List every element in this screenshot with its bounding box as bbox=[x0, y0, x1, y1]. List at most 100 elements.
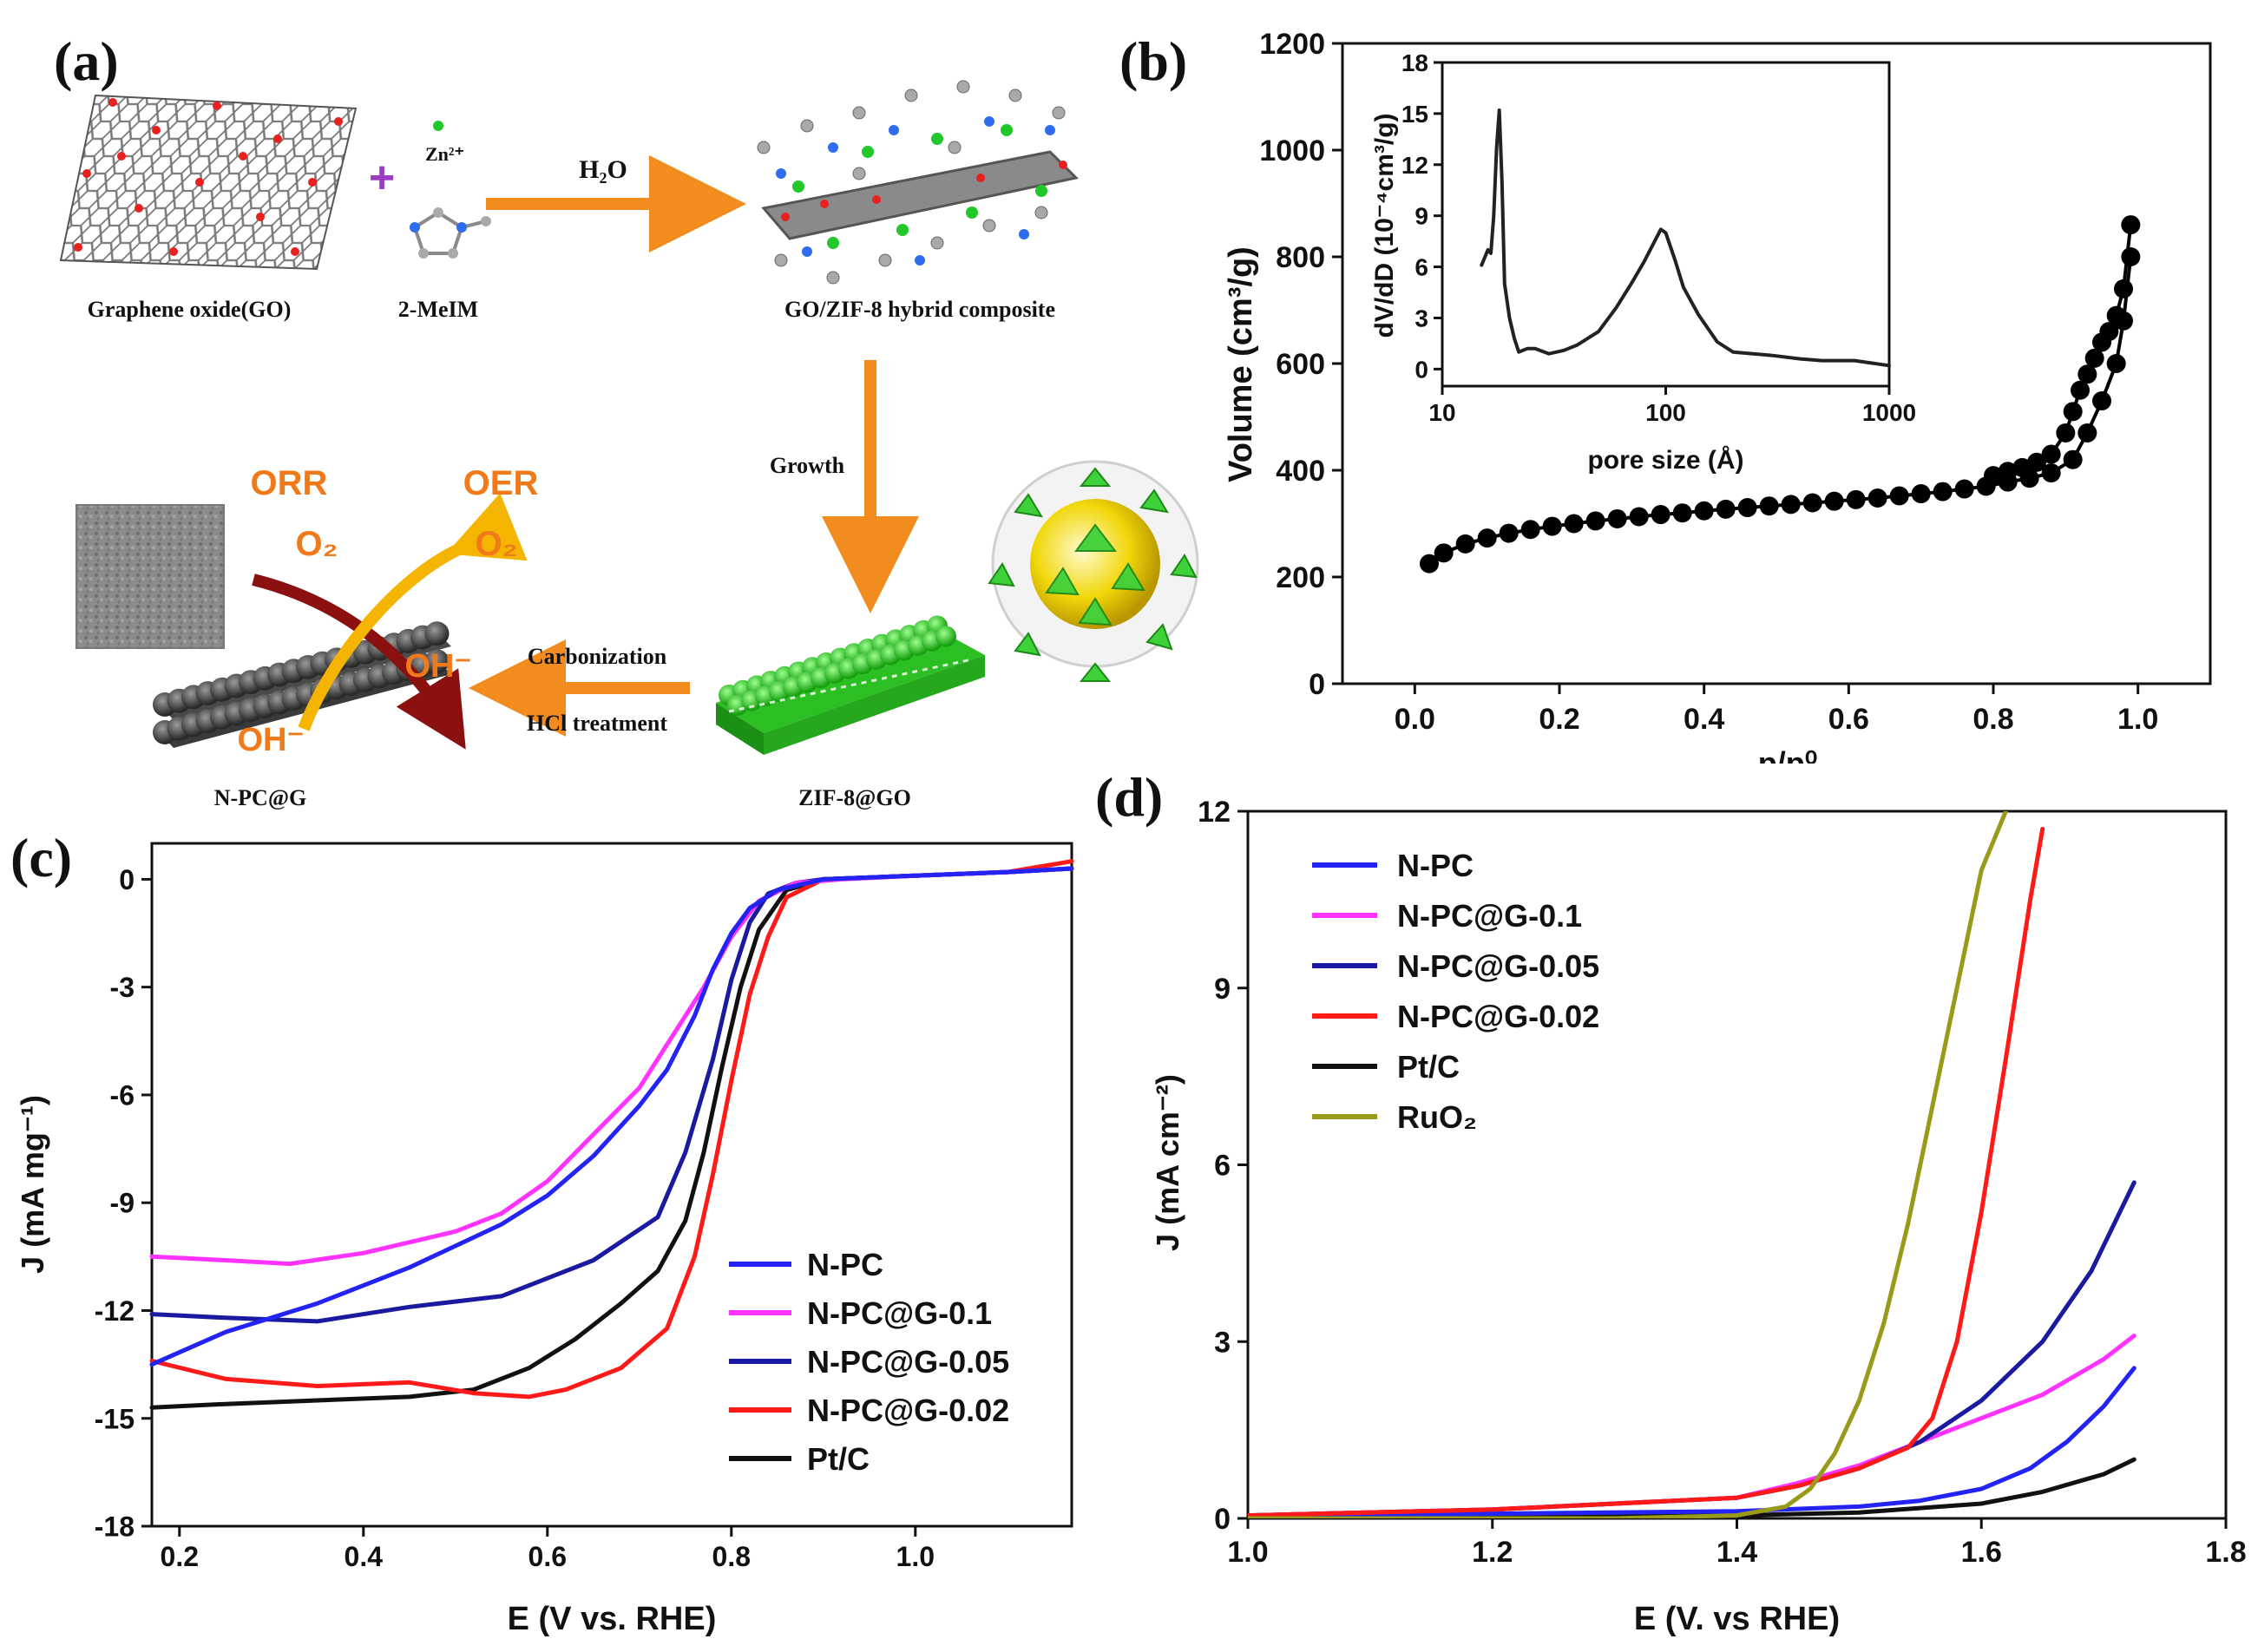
series-line-3 bbox=[1248, 826, 2045, 1518]
inset-y-tick-label: 6 bbox=[1415, 254, 1428, 281]
inset-y-tick-label: 9 bbox=[1415, 203, 1428, 230]
zif8-at-go-illustration bbox=[716, 615, 985, 755]
x-tick-label: 0.2 bbox=[161, 1541, 199, 1572]
zif8-cage-illustration bbox=[988, 460, 1199, 682]
y-axis-label: J (mA mg⁻¹) bbox=[15, 1095, 50, 1274]
panel-c-orr-chart: (c) 0.2 0.4 0.6 0.8 1.00-3-6-9-12-15-18N-PCN… bbox=[10, 827, 1074, 1637]
methylimidazole-molecule-icon bbox=[412, 210, 487, 255]
x-tick-label: 0.8 bbox=[712, 1541, 751, 1572]
npc-at-g-label: N-PC@G bbox=[214, 785, 307, 810]
series-line-2 bbox=[1248, 1180, 2137, 1518]
graphene-oxide-label: Graphene oxide(GO) bbox=[88, 297, 292, 322]
y-axis-label: J (mA cm⁻²) bbox=[1150, 1074, 1185, 1251]
series-line-0 bbox=[149, 866, 1074, 1367]
growth-label: Growth bbox=[770, 453, 845, 478]
series-line-0 bbox=[1248, 1366, 2137, 1518]
graphene-oxide-sheet-illustration bbox=[59, 94, 358, 271]
legend-label: N-PC@G-0.02 bbox=[1397, 999, 1599, 1034]
tem-micrograph-image bbox=[75, 504, 225, 649]
y-tick-label: 200 bbox=[1276, 561, 1325, 594]
inset-x-tick-label: 100 bbox=[1645, 399, 1686, 426]
x-axis-label-crop bbox=[1701, 764, 1874, 790]
x-tick-label: 0.2 bbox=[1539, 703, 1579, 736]
y-tick-label: 0 bbox=[1309, 668, 1325, 701]
y-tick-label: 12 bbox=[1198, 796, 1231, 829]
plot-frame bbox=[1246, 810, 2228, 1520]
zif8-at-go-label: ZIF-8@GO bbox=[798, 785, 911, 810]
hcl-treatment-label: HCl treatment bbox=[527, 711, 667, 736]
panel-b-isotherm-chart: (b) 0.0 0.2 0.4 0.6 0.8 1.0020040060080010001… bbox=[1119, 28, 2212, 790]
pore-size-inset-plot: 10 100 1000 0 3 6 9 12 15 18 pore size (Å) dV/dD (1… bbox=[1370, 49, 1916, 475]
y-tick-label: -12 bbox=[95, 1295, 135, 1327]
series-line-2 bbox=[149, 866, 1074, 1324]
y-axis-label: Volume (cm³/g) bbox=[1223, 246, 1259, 482]
inset-y-tick-label: 0 bbox=[1415, 356, 1428, 383]
carbon-sphere bbox=[424, 649, 450, 674]
legend-label: Pt/C bbox=[807, 1441, 870, 1477]
y-tick-label: -9 bbox=[110, 1188, 135, 1219]
x-tick-label: 1.8 bbox=[2205, 1536, 2246, 1569]
x-tick-label: 0.8 bbox=[1972, 703, 2013, 736]
y-tick-label: -6 bbox=[110, 1079, 135, 1111]
zinc-ion-icon bbox=[433, 121, 443, 131]
legend-label: N-PC@G-0.05 bbox=[807, 1344, 1009, 1380]
plot-frame bbox=[150, 842, 1073, 1528]
water-label: H₂O bbox=[579, 155, 627, 184]
oer-plot-area: 1.0 1.2 1.4 1.6 1.8 0 3 6 9 12 N-PC N-PC@G-0.1 N-PC@… bbox=[1150, 796, 2247, 1637]
x-tick-label: 1.2 bbox=[1472, 1536, 1513, 1569]
orr-label: ORR bbox=[251, 464, 328, 502]
oer-label: OER bbox=[463, 464, 539, 502]
panel-d-letter: (d) bbox=[1095, 766, 1163, 828]
panel-d-oer-chart: (d) 1.0 1.2 1.4 1.6 1.8036912N-PCN-PC@G-0.1N… bbox=[1095, 766, 2247, 1637]
o2-right-label: O₂ bbox=[476, 525, 518, 563]
inset-y-tick-label: 12 bbox=[1401, 152, 1428, 179]
x-axis-label-mask bbox=[1727, 753, 1848, 765]
adsorption-branch-line bbox=[1428, 255, 2133, 566]
x-tick-label: 1.6 bbox=[1961, 1536, 2002, 1569]
inset-y-axis-label: dV/dD (10⁻⁴cm³/g) bbox=[1370, 113, 1399, 338]
oer-pathway-arrow bbox=[298, 493, 528, 731]
x-tick-label: 0.4 bbox=[345, 1541, 384, 1572]
inset-x-tick-label: 1000 bbox=[1862, 399, 1916, 426]
inset-y-tick-label: 15 bbox=[1401, 101, 1428, 128]
y-tick-label: 0 bbox=[1214, 1503, 1231, 1536]
x-tick-label: 1.0 bbox=[896, 1541, 935, 1572]
panel-c-letter: (c) bbox=[10, 827, 72, 888]
inset-y-tick-label: 18 bbox=[1401, 49, 1428, 76]
x-tick-label: 0.0 bbox=[1395, 703, 1435, 736]
hybrid-composite-label: GO/ZIF-8 hybrid composite bbox=[784, 297, 1055, 322]
methylimidazole-label: 2-MeIM bbox=[398, 297, 478, 322]
x-tick-label: 0.4 bbox=[1684, 703, 1724, 736]
x-axis-label: E (V vs. RHE) bbox=[508, 1601, 717, 1637]
zif8-crystal-sphere bbox=[935, 626, 956, 647]
y-tick-label: 6 bbox=[1214, 1150, 1231, 1183]
o2-left-label: O₂ bbox=[296, 525, 338, 563]
panel-b-letter: (b) bbox=[1119, 30, 1187, 92]
x-tick-label: 0.6 bbox=[1828, 703, 1869, 736]
legend: N-PC N-PC@G-0.1 N-PC@G-0.05 N-PC@G-0.02 Pt/C bbox=[729, 1247, 1009, 1477]
x-axis-label: E (V. vs RHE) bbox=[1634, 1601, 1840, 1637]
y-tick-label: 3 bbox=[1214, 1326, 1231, 1359]
go-zif8-hybrid-illustration bbox=[757, 80, 1080, 285]
panel-a-letter: (a) bbox=[54, 30, 119, 92]
y-tick-label: 800 bbox=[1276, 241, 1325, 274]
x-tick-label: 0.6 bbox=[528, 1541, 567, 1572]
oh-left-label: OH⁻ bbox=[237, 722, 304, 758]
y-tick-label: 1200 bbox=[1259, 28, 1325, 61]
y-tick-label: -3 bbox=[110, 972, 135, 1003]
legend-label: N-PC@G-0.1 bbox=[807, 1295, 992, 1331]
series-group bbox=[1248, 811, 2137, 1518]
zinc-ion-label: Zn²⁺ bbox=[425, 143, 464, 165]
legend: N-PC N-PC@G-0.1 N-PC@G-0.05 N-PC@G-0.02 Pt/C… bbox=[1312, 848, 1599, 1135]
carbonization-label: Carbonization bbox=[528, 644, 667, 669]
inset-x-tick-label: 10 bbox=[1428, 399, 1455, 426]
carbon-sphere bbox=[424, 621, 450, 646]
series-line-4 bbox=[1248, 1457, 2137, 1518]
npc-at-g-illustration bbox=[153, 621, 451, 748]
plus-icon: + bbox=[369, 153, 395, 203]
oh-right-label: OH⁻ bbox=[404, 648, 471, 685]
orr-plot-area: 0.2 0.4 0.6 0.8 1.0 0 -3 -6 -9 -12 -15 -18 N-PC N-PC@… bbox=[15, 842, 1074, 1637]
legend-label: N-PC@G-0.02 bbox=[807, 1393, 1009, 1428]
legend-label: N-PC@G-0.1 bbox=[1397, 898, 1582, 934]
